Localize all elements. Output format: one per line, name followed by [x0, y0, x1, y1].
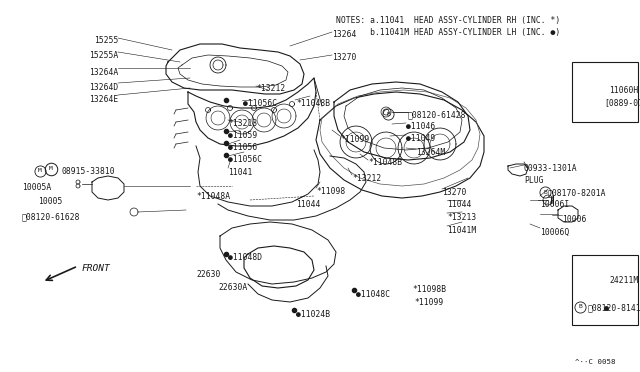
Text: ●11046: ●11046	[406, 122, 435, 131]
Text: ●11059: ●11059	[228, 131, 257, 140]
Text: 13264D: 13264D	[89, 83, 118, 92]
Text: *11098B: *11098B	[412, 285, 446, 294]
Text: 10005A: 10005A	[22, 183, 51, 192]
Text: [0889-07921: [0889-07921	[604, 98, 640, 107]
Text: *11048B: *11048B	[296, 99, 330, 108]
Text: *13213: *13213	[228, 119, 257, 128]
Text: 11041M: 11041M	[447, 226, 476, 235]
Text: NOTES: a.11041  HEAD ASSY-CYLINDER RH (INC. *): NOTES: a.11041 HEAD ASSY-CYLINDER RH (IN…	[336, 16, 560, 25]
Text: 10005: 10005	[38, 197, 62, 206]
Text: 08915-33810: 08915-33810	[62, 167, 116, 176]
Text: 15255: 15255	[93, 36, 118, 45]
Text: 22630: 22630	[196, 270, 220, 279]
Text: *13213: *13213	[447, 213, 476, 222]
Text: 11044: 11044	[447, 200, 472, 209]
Text: 10006I: 10006I	[540, 200, 569, 209]
Text: 10006Q: 10006Q	[540, 228, 569, 237]
Text: *11048B: *11048B	[368, 158, 402, 167]
Bar	[572, 62, 638, 122]
Text: 13264: 13264	[332, 30, 356, 39]
Text: *11099: *11099	[414, 298, 444, 307]
Bar	[572, 255, 638, 325]
Text: ●11048D: ●11048D	[228, 253, 262, 262]
Text: ●11056C: ●11056C	[228, 155, 262, 164]
Text: PLUG: PLUG	[524, 176, 543, 185]
Text: 10006: 10006	[562, 215, 586, 224]
Text: 22630A: 22630A	[218, 283, 247, 292]
Text: M: M	[38, 169, 42, 173]
Text: ●11024B: ●11024B	[296, 310, 330, 319]
Text: *11048A: *11048A	[196, 192, 230, 201]
Text: ●11049: ●11049	[406, 134, 435, 143]
Text: 13270: 13270	[332, 53, 356, 62]
Text: ^··C 0058: ^··C 0058	[575, 359, 616, 365]
Text: *13212: *13212	[256, 84, 285, 93]
Text: 00933-1301A: 00933-1301A	[524, 164, 578, 173]
Text: 11060H: 11060H	[609, 86, 638, 95]
Text: 11041: 11041	[228, 168, 252, 177]
Text: FRONT: FRONT	[82, 264, 111, 273]
Text: B: B	[543, 189, 547, 195]
Text: ●11048C: ●11048C	[356, 290, 390, 299]
Text: 13264M: 13264M	[416, 148, 445, 157]
Text: Ⓑ08120-61428: Ⓑ08120-61428	[408, 110, 467, 119]
Text: Ⓑ08170-8201A: Ⓑ08170-8201A	[548, 188, 607, 197]
Text: *11099: *11099	[340, 135, 369, 144]
Text: B: B	[386, 112, 390, 116]
Text: *13212: *13212	[352, 174, 381, 183]
Text: 11044: 11044	[296, 200, 321, 209]
Text: Ⓑ08120-61628: Ⓑ08120-61628	[22, 212, 81, 221]
Text: 15255A: 15255A	[89, 51, 118, 60]
Text: b.11041M HEAD ASSY-CYLINDER LH (INC. ●): b.11041M HEAD ASSY-CYLINDER LH (INC. ●)	[336, 28, 560, 37]
Text: 24211M: 24211M	[609, 276, 638, 285]
Text: ●11056: ●11056	[228, 143, 257, 152]
Text: 13264A: 13264A	[89, 68, 118, 77]
Text: Ⓑ08120-8141A: Ⓑ08120-8141A	[588, 303, 640, 312]
Text: 13264E: 13264E	[89, 95, 118, 104]
Text: M: M	[49, 167, 53, 171]
Text: 13270: 13270	[442, 188, 467, 197]
Text: B: B	[578, 305, 582, 310]
Text: *11098: *11098	[316, 187, 345, 196]
Text: ●11056C: ●11056C	[243, 99, 277, 108]
